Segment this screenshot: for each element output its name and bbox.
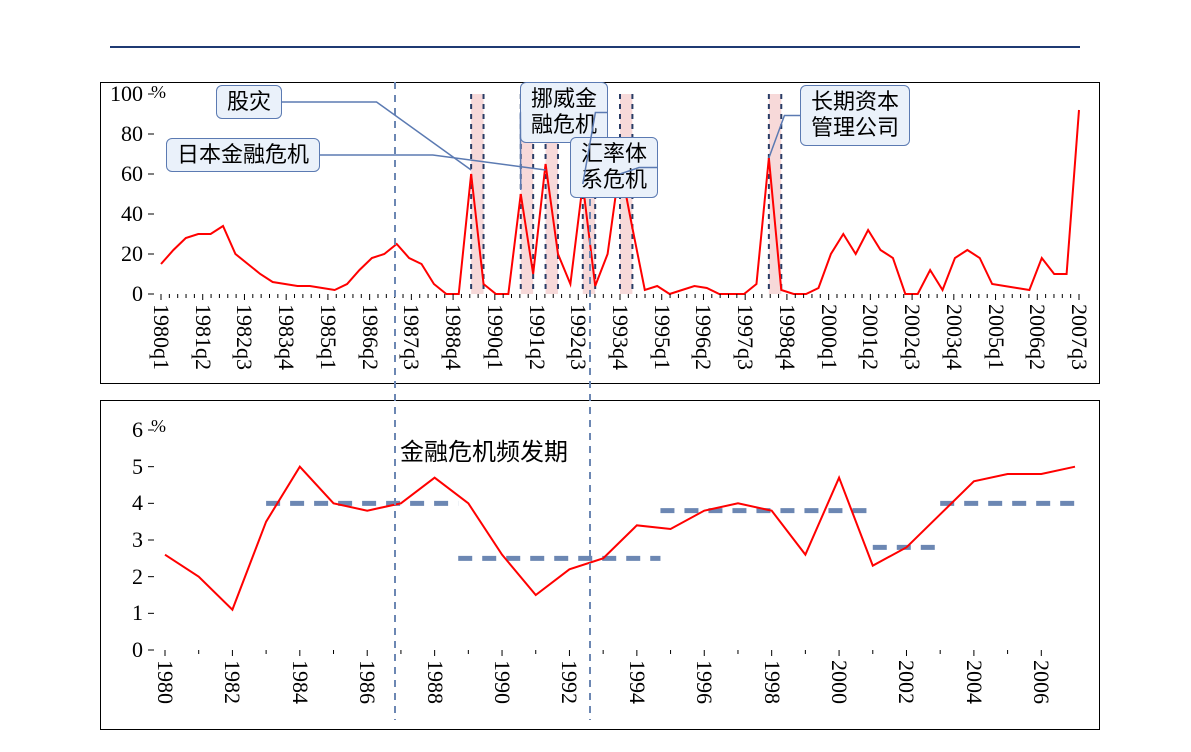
callout-erms-crisis: 汇率体系危机 xyxy=(570,137,658,198)
upper-xtick-label: 1991q2 xyxy=(524,304,550,370)
upper-xtick-label: 1983q4 xyxy=(273,304,299,370)
upper-xtick-label: 1990q1 xyxy=(482,304,508,370)
upper-xtick-label: 1993q4 xyxy=(607,304,633,370)
upper-ytick-label: 40 xyxy=(99,201,143,227)
top-rule xyxy=(110,46,1080,48)
upper-xtick-label: 1980q1 xyxy=(148,304,174,370)
upper-xtick-label: 1997q3 xyxy=(732,304,758,370)
lower-xtick-label: 1982 xyxy=(219,660,245,704)
lower-xtick-label: 2006 xyxy=(1028,660,1054,704)
callout-ltcm: 长期资本管理公司 xyxy=(800,85,910,146)
lower-xtick-label: 1986 xyxy=(354,660,380,704)
lower-ytick-label: 4 xyxy=(115,490,143,516)
upper-xtick-label: 1981q2 xyxy=(190,304,216,370)
upper-xtick-label: 2005q1 xyxy=(983,304,1009,370)
lower-svg xyxy=(155,430,1085,650)
lower-y-unit: % xyxy=(151,416,166,437)
upper-xtick-label: 1985q1 xyxy=(315,304,341,370)
upper-xtick-label: 2001q2 xyxy=(857,304,883,370)
lower-xtick-label: 1996 xyxy=(691,660,717,704)
lower-plot xyxy=(155,430,1085,650)
upper-xtick-label: 2003q4 xyxy=(941,304,967,370)
upper-xtick-label: 1995q1 xyxy=(649,304,675,370)
chart-frame: 020406080100 1980q11981q21982q31983q4198… xyxy=(0,0,1191,752)
upper-ytick-label: 60 xyxy=(99,161,143,187)
lower-xtick-label: 1994 xyxy=(624,660,650,704)
lower-xtick-label: 1998 xyxy=(759,660,785,704)
lower-ytick-label: 6 xyxy=(115,417,143,443)
upper-xtick-label: 2007q3 xyxy=(1066,304,1092,370)
upper-xtick-label: 1988q4 xyxy=(440,304,466,370)
lower-xtick-label: 1984 xyxy=(287,660,313,704)
lower-xtick-label: 2004 xyxy=(961,660,987,704)
lower-xtick-label: 1980 xyxy=(152,660,178,704)
lower-xtick-label: 1992 xyxy=(556,660,582,704)
upper-xtick-label: 1992q3 xyxy=(565,304,591,370)
upper-xtick-label: 1982q3 xyxy=(231,304,257,370)
lower-xtick-label: 2002 xyxy=(893,660,919,704)
upper-ytick-label: 0 xyxy=(99,281,143,307)
upper-ytick-label: 80 xyxy=(99,121,143,147)
callout-stock-crash: 股灾 xyxy=(216,85,282,119)
period-label: 金融危机频发期 xyxy=(400,432,568,467)
lower-xtick-label: 1990 xyxy=(489,660,515,704)
upper-xtick-label: 2000q1 xyxy=(816,304,842,370)
lower-ytick-label: 0 xyxy=(115,637,143,663)
upper-y-unit: % xyxy=(151,82,166,103)
lower-ytick-label: 1 xyxy=(115,600,143,626)
callout-norway-crisis: 挪威金融危机 xyxy=(520,82,608,143)
upper-xtick-label: 1998q4 xyxy=(774,304,800,370)
upper-xtick-label: 1987q3 xyxy=(398,304,424,370)
callout-japan-crisis: 日本金融危机 xyxy=(166,138,320,172)
lower-ytick-label: 3 xyxy=(115,527,143,553)
lower-xtick-label: 1988 xyxy=(422,660,448,704)
upper-ytick-label: 100 xyxy=(99,81,143,107)
lower-xtick-label: 2000 xyxy=(826,660,852,704)
upper-xtick-label: 1986q2 xyxy=(357,304,383,370)
upper-xtick-label: 2002q3 xyxy=(899,304,925,370)
lower-ytick-label: 2 xyxy=(115,564,143,590)
upper-ytick-label: 20 xyxy=(99,241,143,267)
upper-xtick-label: 1996q2 xyxy=(690,304,716,370)
upper-xtick-label: 2006q2 xyxy=(1024,304,1050,370)
lower-ytick-label: 5 xyxy=(115,454,143,480)
